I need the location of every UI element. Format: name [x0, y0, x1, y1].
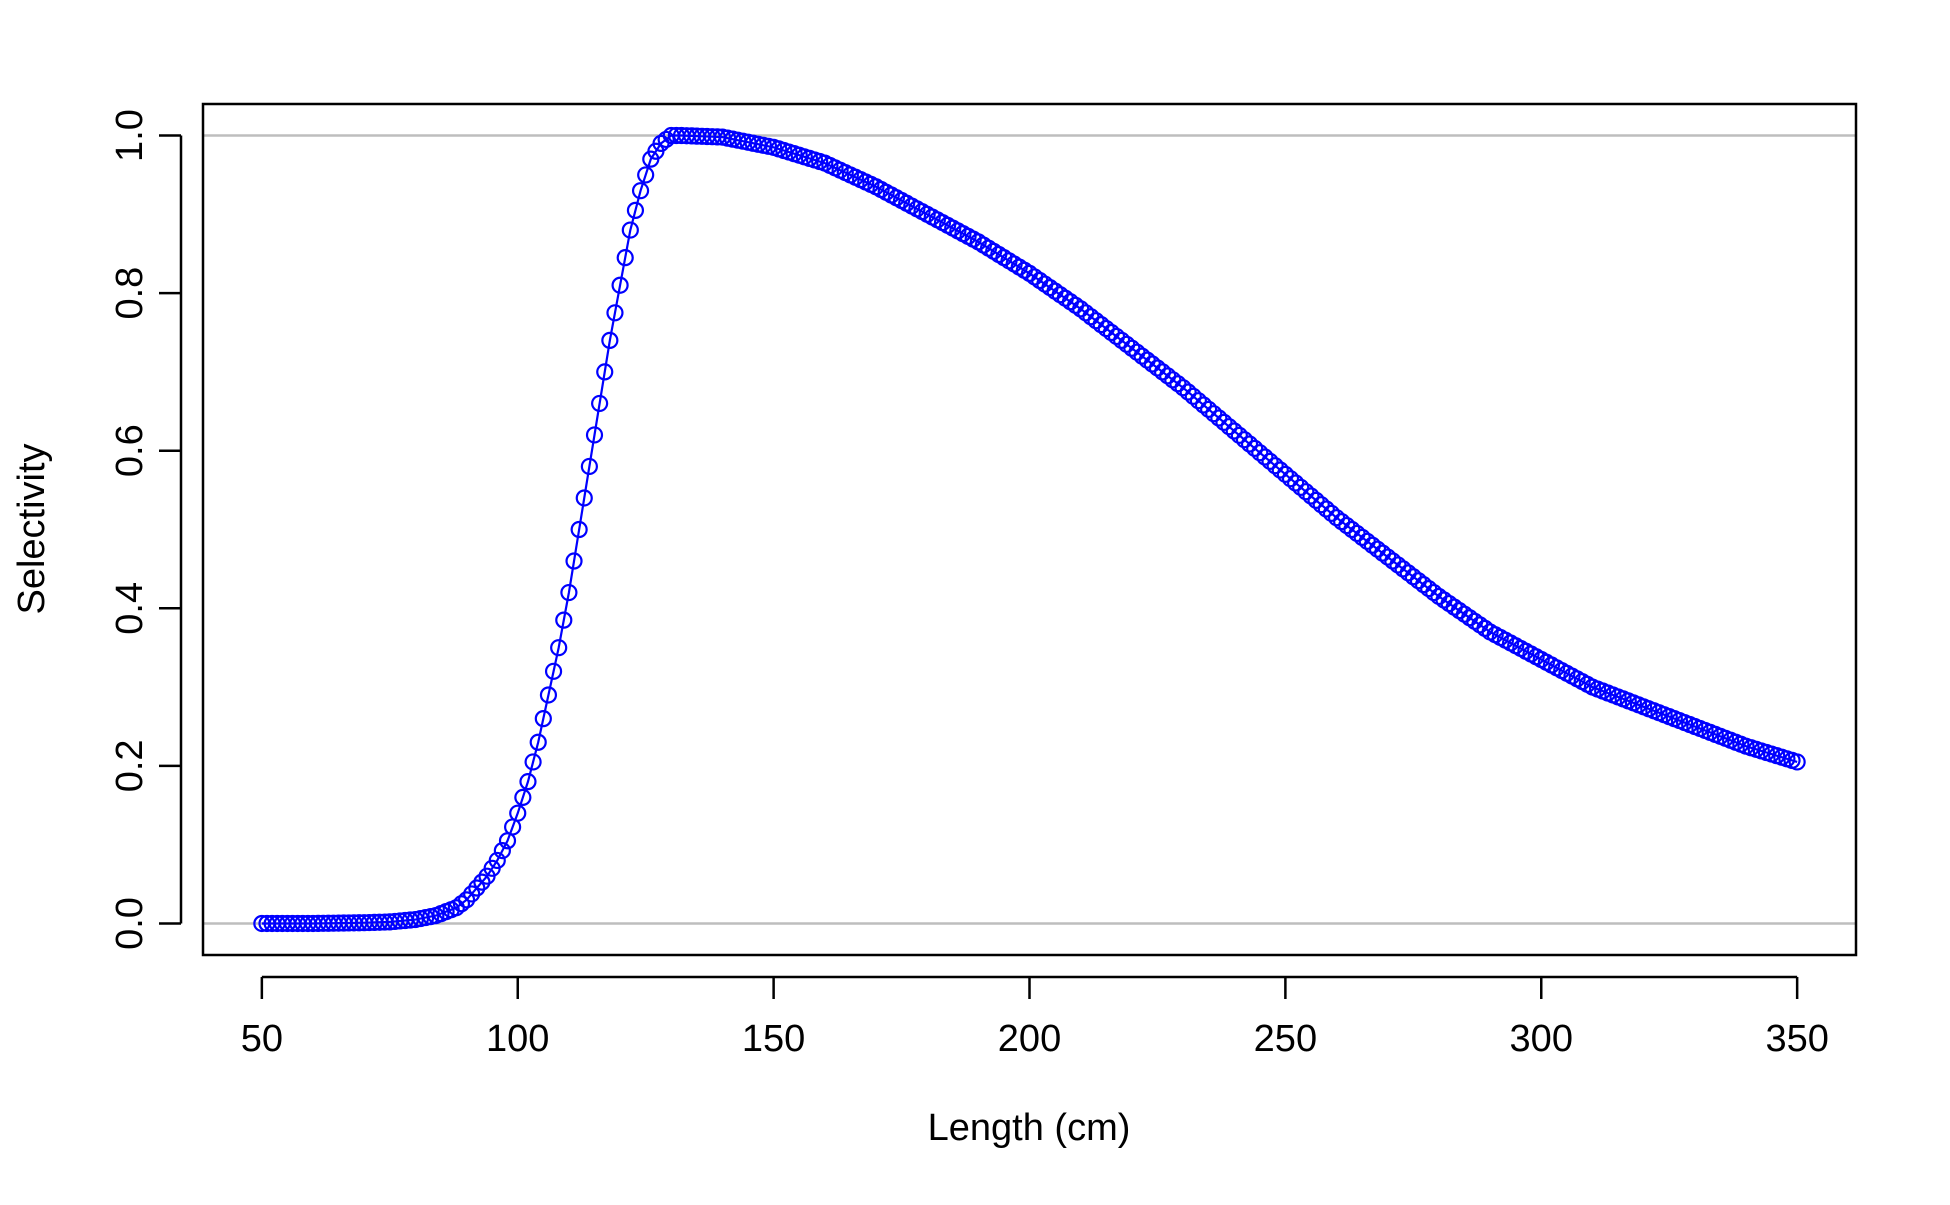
x-tick-label: 100 — [486, 1018, 549, 1060]
data-point — [1297, 483, 1315, 501]
data-point — [626, 201, 645, 219]
data-point — [596, 363, 614, 381]
data-point — [1251, 444, 1269, 462]
x-tick-label: 50 — [241, 1018, 283, 1060]
data-point — [457, 891, 476, 909]
data-point — [1281, 470, 1300, 488]
data-point — [1220, 418, 1238, 436]
x-tick-label: 250 — [1254, 1018, 1317, 1060]
data-point — [544, 662, 563, 680]
reference-lines — [203, 134, 1856, 925]
y-tick-label: 0.6 — [109, 424, 151, 477]
data-point — [1788, 753, 1806, 771]
x-tick-label: 300 — [1510, 1018, 1573, 1060]
data-point — [1240, 435, 1259, 453]
data-point — [657, 130, 675, 149]
data-point — [1312, 496, 1330, 514]
data-point — [1174, 379, 1192, 397]
x-tick-label: 150 — [742, 1018, 805, 1060]
data-point — [1302, 487, 1320, 505]
data-point — [1322, 504, 1341, 522]
data-point — [1194, 396, 1213, 414]
plot-frame — [201, 102, 1858, 957]
data-point — [1230, 426, 1248, 444]
data-point — [1266, 457, 1284, 475]
x-tick-label: 200 — [998, 1018, 1061, 1060]
data-point — [539, 686, 558, 704]
data-point — [616, 249, 634, 267]
y-tick-label: 0.0 — [109, 897, 151, 950]
data-point — [1225, 422, 1243, 440]
data-point — [1292, 478, 1310, 496]
y-axis: 0.0 0.2 0.4 0.6 0.8 1.0 — [109, 109, 183, 950]
data-point — [565, 552, 583, 570]
data-point — [1287, 474, 1305, 492]
data-point — [606, 304, 624, 322]
data-point — [591, 394, 609, 413]
data-point — [1189, 392, 1207, 410]
data-point — [468, 879, 486, 897]
series-line-group — [261, 134, 1798, 925]
x-axis: 50 100 150 200 250 300 350 — [241, 975, 1829, 1060]
data-point — [1210, 409, 1228, 427]
data-point — [473, 873, 491, 891]
data-point — [631, 182, 650, 200]
data-point — [519, 773, 537, 791]
data-point — [611, 276, 629, 294]
x-axis-label: Length (cm) — [928, 1107, 1131, 1149]
data-point — [560, 583, 578, 602]
data-point — [601, 331, 619, 349]
data-point — [1256, 448, 1274, 466]
data-point — [580, 457, 598, 476]
data-point — [1200, 400, 1218, 418]
data-point — [1215, 413, 1233, 431]
data-point — [534, 710, 552, 728]
data-point — [637, 166, 655, 184]
data-point — [1261, 452, 1279, 470]
y-axis-label: Selectivity — [11, 443, 53, 614]
y-tick-label: 0.4 — [109, 582, 151, 635]
data-point — [1276, 465, 1294, 483]
data-point — [524, 753, 542, 771]
data-point — [621, 221, 639, 239]
data-point — [1246, 439, 1264, 457]
y-tick-label: 0.2 — [109, 739, 151, 792]
data-point — [1169, 375, 1187, 393]
series-points-group — [253, 126, 1806, 933]
data-point — [575, 489, 593, 507]
data-point — [493, 841, 511, 860]
data-point — [488, 851, 506, 870]
y-tick-label: 0.8 — [109, 267, 151, 320]
data-point — [1184, 387, 1202, 405]
data-point — [585, 426, 604, 444]
data-point — [452, 895, 471, 913]
data-point — [514, 788, 532, 807]
data-point — [1271, 461, 1289, 479]
data-point — [555, 611, 573, 629]
data-point — [550, 639, 568, 657]
data-point — [1307, 491, 1325, 509]
data-point — [1205, 405, 1223, 423]
data-point — [1235, 431, 1254, 449]
x-tick-label: 350 — [1765, 1018, 1828, 1060]
data-point — [1179, 383, 1197, 401]
data-point — [509, 804, 527, 822]
data-point — [570, 520, 588, 539]
data-point — [529, 733, 547, 751]
y-tick-label: 1.0 — [109, 109, 151, 162]
series-line — [261, 134, 1798, 925]
data-point — [1317, 500, 1335, 518]
data-point — [463, 885, 481, 903]
